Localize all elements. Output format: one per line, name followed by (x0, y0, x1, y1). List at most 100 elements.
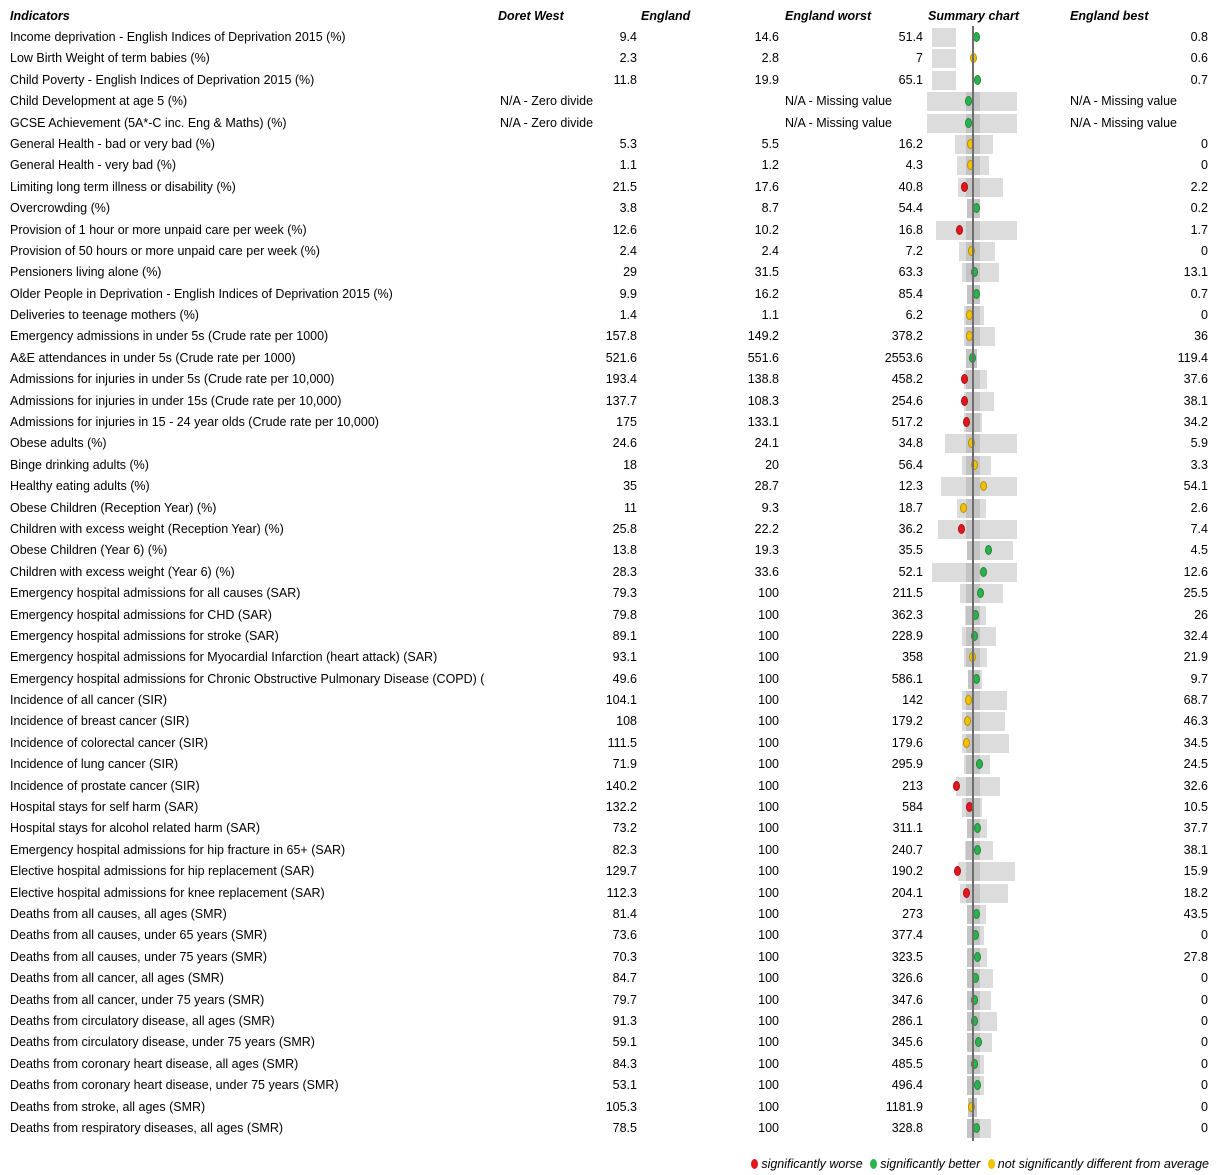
england-worst-value: 211.5 (892, 586, 923, 601)
england-worst-value: 286.1 (891, 1013, 923, 1028)
table-row: Child Development at age 5 (%) N/A - Zero… (0, 91, 1217, 112)
summary-chart-cell (924, 70, 1020, 91)
table-row: Deaths from all cancer, all ages (SMR) 84… (0, 968, 1217, 989)
indicator-name: Emergency hospital admissions for CHD (S… (10, 607, 272, 622)
indicator-name: Deaths from all cancer, under 75 years (… (10, 992, 265, 1007)
england-best-value: 34.5 (1183, 735, 1208, 750)
area-marker-better (974, 1080, 982, 1091)
area-marker-worse (960, 374, 968, 385)
england-best-value: 25.5 (1183, 586, 1208, 601)
england-worst-value: 35.5 (898, 543, 923, 558)
area-value: 132.2 (605, 800, 637, 815)
indicator-name: Obese adults (%) (10, 436, 107, 451)
england-best-value: 10.5 (1183, 800, 1208, 815)
table-row: Deaths from respiratory diseases, all ag… (0, 1118, 1217, 1139)
england-best-value: 18.2 (1183, 885, 1208, 900)
england-best-value: 37.7 (1183, 821, 1208, 836)
england-worst-value: 2553.6 (884, 350, 923, 365)
england-value: 8.7 (761, 201, 779, 216)
table-row: Incidence of prostate cancer (SIR) 140.2 1… (0, 776, 1217, 797)
england-worst-value: 190.2 (891, 864, 923, 879)
area-value: 24.6 (612, 436, 637, 451)
area-value: 79.3 (612, 586, 637, 601)
england-best-value: 12.6 (1183, 564, 1208, 579)
legend-similar-dot (987, 1159, 995, 1169)
summary-chart-cell (924, 861, 1020, 882)
area-value: 2.3 (619, 51, 637, 66)
england-value: 100 (758, 1035, 779, 1050)
england-value: 100 (758, 821, 779, 836)
england-value: 22.2 (754, 521, 779, 536)
england-worst-value: 7 (916, 51, 923, 66)
england-best-value: 0 (1201, 1120, 1208, 1135)
england-worst-value: 213 (902, 778, 923, 793)
england-worst-value: 54.4 (898, 201, 923, 216)
area-value: 157.8 (605, 329, 637, 344)
summary-chart-cell (924, 797, 1020, 818)
england-best-value: 3.3 (1190, 457, 1208, 472)
table-row: Emergency hospital admissions for CHD (S… (0, 605, 1217, 626)
england-value: 100 (758, 800, 779, 815)
england-value: 100 (758, 714, 779, 729)
england-value: 10.2 (754, 222, 779, 237)
england-value: 1.2 (761, 158, 779, 173)
area-value: 521.6 (605, 350, 637, 365)
legend-worse-label: significantly worse (761, 1157, 863, 1171)
indicator-name: Admissions for injuries in 15 - 24 year … (10, 415, 379, 430)
area-marker-worse (954, 866, 962, 877)
table-row: Hospital stays for self harm (SAR) 132.2 1… (0, 797, 1217, 818)
area-value: 84.7 (612, 971, 637, 986)
england-best-value: 0 (1201, 1099, 1208, 1114)
area-value: 3.8 (619, 201, 637, 216)
england-value: 100 (758, 1056, 779, 1071)
indicator-name: Obese Children (Year 6) (%) (10, 543, 168, 558)
indicator-name: Healthy eating adults (%) (10, 479, 150, 494)
area-value: 89.1 (612, 628, 637, 643)
indicator-name: General Health - bad or very bad (%) (10, 136, 215, 151)
area-value: 175 (616, 415, 637, 430)
england-value: 31.5 (754, 265, 779, 280)
table-row: A&E attendances in under 5s (Crude rate … (0, 348, 1217, 369)
england-worst-value: 51.4 (898, 30, 923, 44)
area-value: 91.3 (612, 1013, 637, 1028)
england-best-value: N/A - Missing value (1070, 94, 1177, 109)
indicator-name: Incidence of all cancer (SIR) (10, 693, 168, 708)
area-value: N/A - Zero divide (500, 115, 594, 130)
indicator-name: Child Poverty - English Indices of Depri… (10, 72, 315, 87)
england-worst-value: 458.2 (891, 372, 923, 387)
england-value: 20 (765, 457, 779, 472)
england-best-value: 7.4 (1190, 521, 1208, 536)
indicator-name: Older People in Deprivation - English In… (10, 286, 393, 301)
indicator-name: Emergency hospital admissions for stroke… (10, 628, 279, 643)
table-row: Deaths from coronary heart disease, all … (0, 1054, 1217, 1075)
england-value: 551.6 (747, 350, 779, 365)
summary-chart-cell (924, 733, 1020, 754)
table-row: Deaths from coronary heart disease, unde… (0, 1075, 1217, 1096)
indicator-name: Admissions for injuries in under 15s (Cr… (10, 393, 342, 408)
england-average-line (972, 26, 974, 1141)
area-value: 81.4 (612, 906, 637, 921)
area-value: 129.7 (605, 864, 637, 879)
england-worst-value: 18.7 (898, 500, 923, 515)
england-value: 5.5 (761, 136, 779, 151)
indicator-name: Deliveries to teenage mothers (%) (10, 308, 199, 323)
england-value: 100 (758, 885, 779, 900)
indicator-name: Deaths from circulatory disease, all age… (10, 1013, 275, 1028)
england-value: 100 (758, 864, 779, 879)
table-row: Provision of 50 hours or more unpaid car… (0, 241, 1217, 262)
range-bar (931, 49, 956, 69)
england-value: 100 (758, 971, 779, 986)
area-value: 53.1 (612, 1078, 637, 1093)
england-worst-value: 16.8 (898, 222, 923, 237)
indicator-name: Limiting long term illness or disability… (10, 179, 236, 194)
area-marker-better (974, 823, 982, 834)
england-worst-value: 85.4 (898, 286, 923, 301)
table-row: Deaths from all causes, under 65 years (… (0, 925, 1217, 946)
england-value: 100 (758, 1078, 779, 1093)
indicator-name: GCSE Achievement (5A*-C inc. Eng & Maths… (10, 115, 287, 130)
england-worst-value: 295.9 (891, 757, 923, 772)
indicator-name: Provision of 50 hours or more unpaid car… (10, 243, 320, 258)
table-row: Emergency hospital admissions for hip fr… (0, 840, 1217, 861)
area-value: 79.7 (612, 992, 637, 1007)
england-value: 19.3 (754, 543, 779, 558)
